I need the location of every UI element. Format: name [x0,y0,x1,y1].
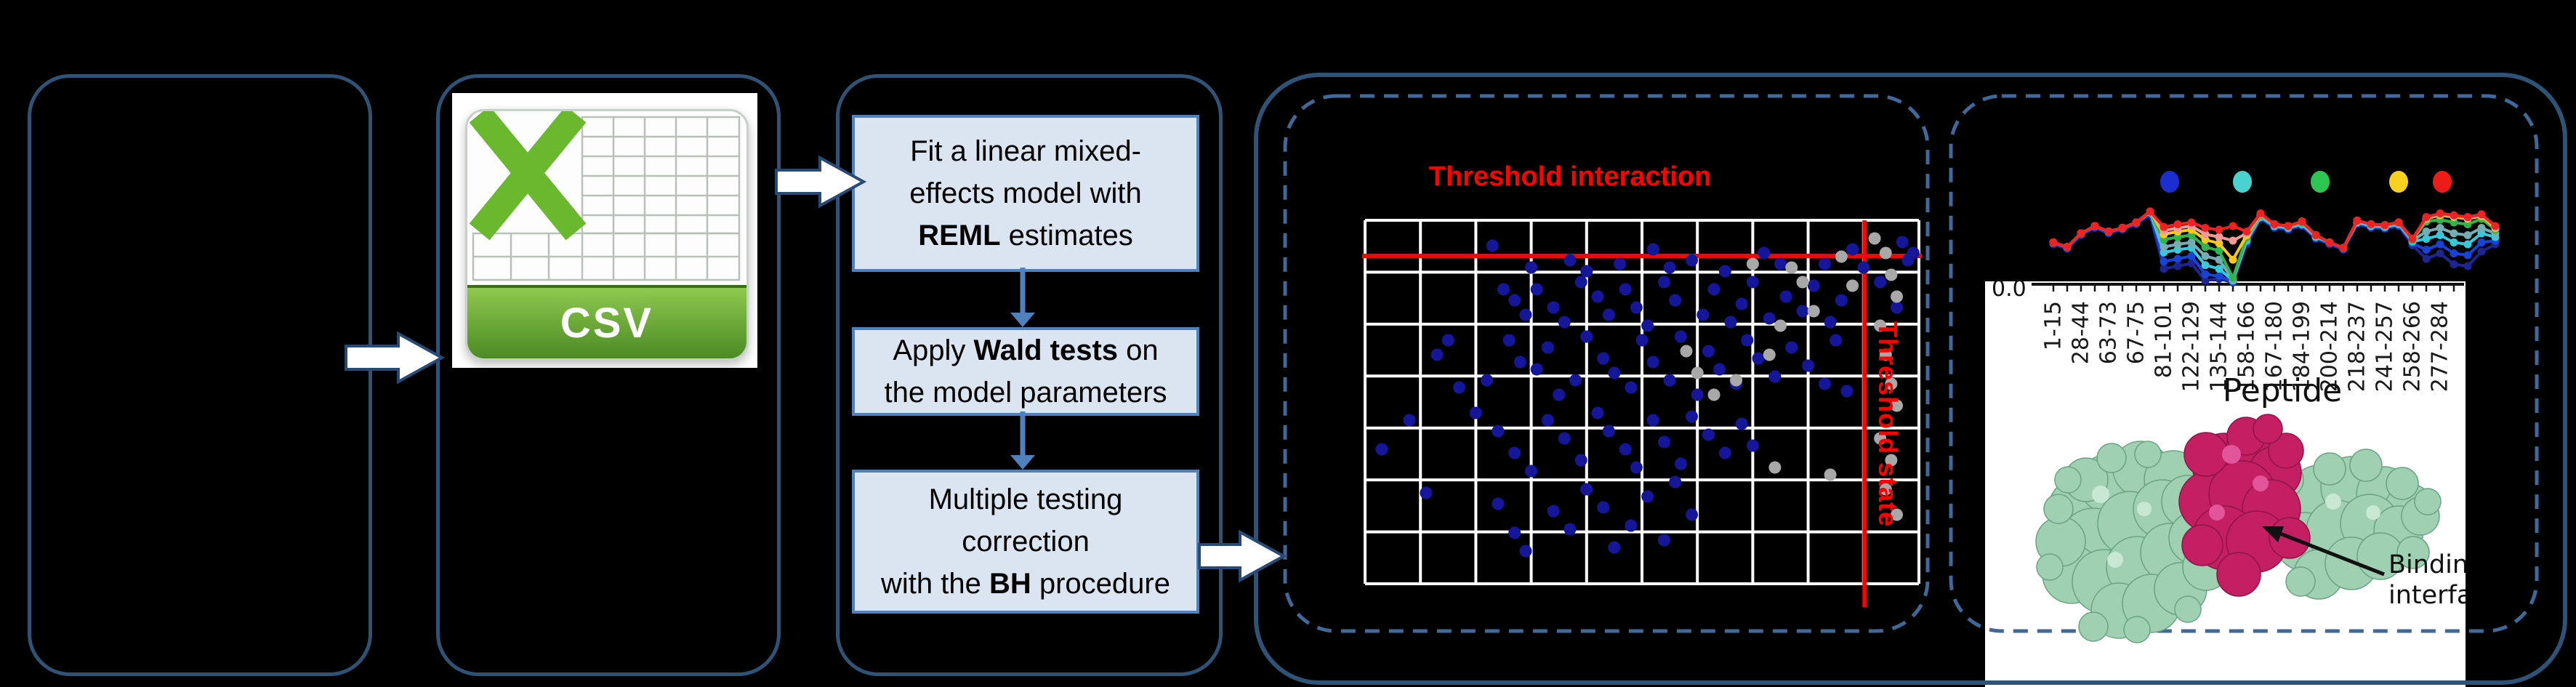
state-points [1680,232,1904,521]
flow-box-text-line: the model parameters [884,377,1167,409]
analysis-panel [836,74,1223,676]
interaction-results-dashed-panel [1283,94,1930,633]
peptide-tick-label: 184-199 [2290,301,2315,392]
flow-box-text-line: correction [962,526,1090,558]
flow-box-reml: Fit a linear mixed-effects model with REM… [852,115,1199,272]
peptide-tick-label: 135-144 [2207,301,2232,392]
down-arrow-2-icon [1010,411,1035,470]
results-panel [1254,73,2567,685]
flow-box-text-line: Multiple testing [928,483,1123,515]
threshold-scatter-plot [1362,219,1922,607]
peptide-tick-label: 67-75 [2124,301,2149,364]
legend-dot-icon [2389,171,2408,193]
peptide-tick-label: 81-101 [2152,301,2177,378]
down-arrow-1-icon [1010,268,1035,327]
uptake-x-axis-title: Peptide [2222,372,2343,409]
flow-arrow-right-1-icon [345,331,446,385]
csv-label: CSV [560,300,654,347]
binding-interface-arrow [2276,530,2385,576]
peptide-tick-label: 1-15 [2041,301,2066,350]
binding-interface-arrowhead [2262,526,2284,542]
peptide-tick-label: 167-180 [2262,301,2287,392]
flow-arrow-right-2-icon [775,155,867,209]
binding-interface-label-line2: interface [2388,581,2466,610]
peptide-tick-label: 158-166 [2234,301,2260,392]
csv-panel [436,74,781,676]
binding-interface-label-line1: Binding [2388,550,2466,579]
csv-file-icon: CSV [465,109,749,361]
flow-box-bh: Multiple testing correction with the BH pr… [852,470,1199,614]
input-data-panel [28,74,372,676]
flow-box-text-line: effects model with [909,177,1142,209]
flow-box-wald: Apply Wald tests on the model parameters [852,327,1199,416]
flow-box-text-line: Fit a linear mixed- [910,135,1141,167]
uptake-y-tick-label: 0.0 [1992,276,2026,302]
peptide-tick-label: 241-257 [2372,301,2398,392]
flow-box-text-line: with the BH procedure [881,568,1170,600]
spreadsheet-grid-icon [469,111,741,281]
peptide-tick-label: 28-44 [2069,301,2094,364]
deuterium-uptake-chart: 1-15 28-44 63-73 67-75 81-101 122-129 135-144 1… [2032,171,2500,392]
legend-dot-icon [2433,171,2452,193]
legend-dot-icon [2311,171,2330,193]
excel-x-icon [469,111,587,241]
peptide-tick-label: 258-266 [2400,301,2426,392]
peptide-tick-label: 277-284 [2428,301,2453,392]
peptide-tick-label: 63-73 [2096,301,2122,364]
protein-surface-highlights [2092,486,2380,568]
binding-interface-label: Binding interface [2388,550,2466,619]
legend-dot-icon [2160,171,2179,193]
peptide-tick-label: 218-237 [2345,301,2370,392]
flow-arrow-right-3-icon [1198,529,1287,583]
protein-structure-image [2035,414,2442,643]
flow-box-text-line: REML estimates [918,220,1133,252]
csv-banner: CSV [467,285,746,358]
threshold-state-label: Threshold state [1873,321,1903,528]
peptide-tick-label: 200-214 [2317,301,2343,392]
peptide-tick-label: 122-129 [2179,301,2205,392]
uptake-results-dashed-panel [1949,94,2539,633]
scatter-title: Threshold interaction [1428,161,1712,192]
bound-peptide-highlights [2209,445,2269,521]
significant-interaction-points [1375,236,1920,558]
flow-box-text-line: Apply Wald tests on [893,334,1159,366]
legend-dot-icon [2233,171,2252,193]
csv-file-image: CSV [452,93,757,368]
